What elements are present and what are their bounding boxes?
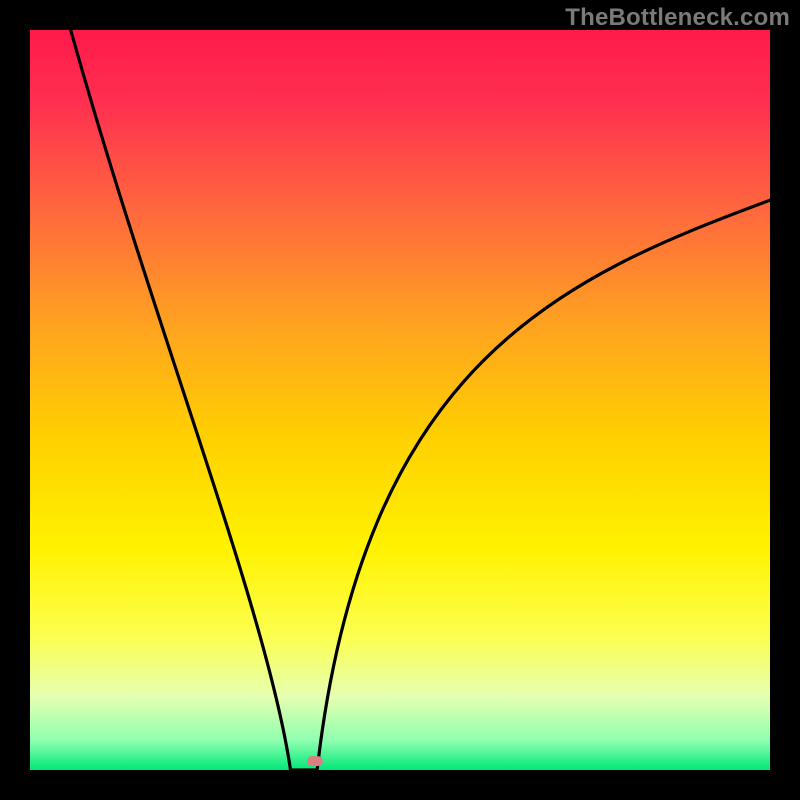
bottleneck-chart	[0, 0, 800, 800]
optimum-marker	[307, 756, 323, 766]
watermark-label: TheBottleneck.com	[565, 4, 790, 32]
plot-area	[30, 30, 770, 770]
